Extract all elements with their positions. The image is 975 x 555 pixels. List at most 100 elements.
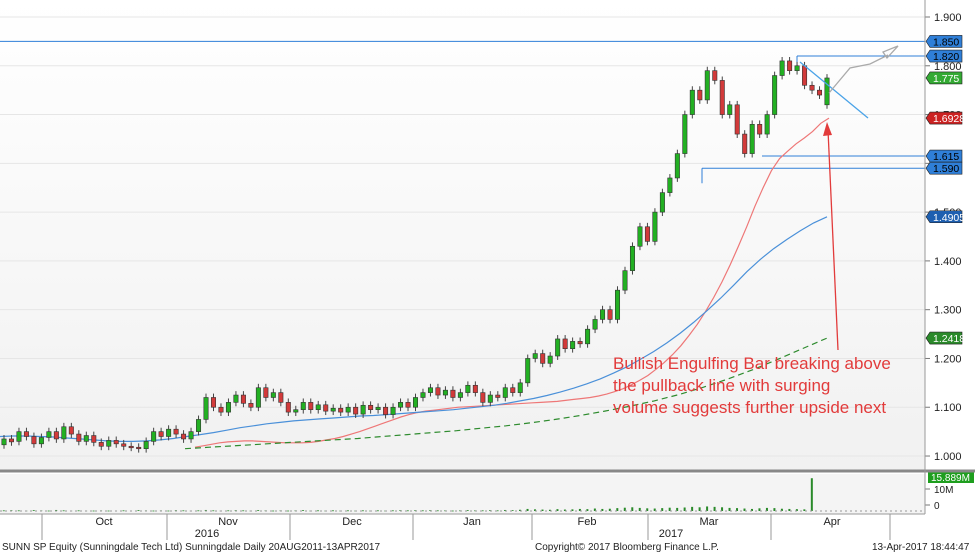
volume-bar: [2, 510, 5, 512]
candle-body: [629, 245, 635, 271]
volume-bar: [773, 508, 776, 511]
candle-body: [263, 387, 269, 398]
volume-bar: [519, 509, 522, 511]
candle-body: [644, 226, 650, 242]
annotation-line: Bullish Engulfing Bar breaking above: [613, 354, 891, 373]
candle-body: [338, 407, 344, 413]
volume-bar: [661, 508, 664, 511]
tick-label: 1.100: [934, 402, 962, 414]
candle-body: [697, 89, 703, 101]
candle-body: [764, 114, 770, 135]
price-tag-label: 1.775: [933, 73, 959, 85]
volume-bar: [227, 510, 230, 512]
candle-body: [749, 124, 755, 154]
annotation-arrow: [827, 129, 839, 351]
candle-body: [91, 435, 97, 443]
price-tag-label: 1.6928: [933, 113, 965, 125]
volume-tick-label: 0: [934, 501, 940, 512]
candle-body: [8, 438, 14, 443]
volume-bar: [137, 510, 140, 511]
tick-label: 1.200: [934, 353, 962, 365]
ema-medium-line: [0, 216, 828, 442]
candle-body: [345, 406, 351, 413]
candle-body: [151, 431, 157, 442]
ema-long-line: [184, 337, 828, 450]
candle-body: [136, 446, 142, 450]
footer-timestamp: 13-Apr-2017 18:44:47: [872, 542, 970, 553]
volume-tag-label: 15.889M: [931, 473, 970, 484]
volume-bar: [601, 508, 604, 511]
candle-body: [158, 431, 164, 437]
candle-body: [667, 177, 673, 193]
volume-bar: [556, 509, 559, 511]
volume-bar: [504, 509, 507, 511]
candle-body: [38, 437, 44, 445]
candle-body: [285, 402, 291, 413]
candle-body: [734, 104, 740, 135]
tick-label: 1.400: [934, 256, 962, 268]
candle-body: [173, 428, 179, 435]
candle-body: [240, 394, 246, 404]
candle-body: [323, 404, 329, 412]
candle-body: [181, 433, 187, 440]
volume-bar: [167, 510, 170, 512]
volume-bar: [810, 478, 813, 511]
volume-bar: [750, 508, 753, 511]
trend-drawings: [799, 45, 899, 351]
price-tag-bg: [925, 331, 963, 345]
tick-label: 1.900: [934, 12, 962, 24]
candle-body: [1, 438, 7, 446]
candle-body: [143, 441, 149, 450]
volume-bar: [541, 509, 544, 511]
footer-security: SUNN SP Equity (Sunningdale Tech Ltd) Su…: [2, 542, 381, 553]
volume-bar: [391, 510, 394, 512]
candle-body: [562, 338, 568, 350]
volume-bar: [257, 510, 260, 511]
price-tag-bg: [925, 149, 963, 163]
volume-bar: [631, 507, 634, 511]
candle-body: [128, 445, 134, 449]
volume-bar: [511, 510, 514, 511]
annotation-line: the pullback line with surging: [613, 376, 830, 395]
candle-body: [502, 387, 508, 398]
candle-body: [757, 124, 763, 135]
volume-bar: [728, 507, 731, 511]
volume-bar: [152, 510, 155, 512]
price-tag-label: 1.590: [933, 163, 959, 175]
candle-body: [495, 394, 501, 398]
volume-bar: [638, 507, 641, 511]
volume-bar: [287, 510, 290, 512]
volume-bar: [534, 509, 537, 511]
candle-body: [727, 104, 733, 115]
candle-body: [637, 226, 643, 247]
footer-copyright: Copyright© 2017 Bloomberg Finance L.P.: [535, 542, 719, 553]
candle-body: [68, 426, 74, 435]
candle-body: [166, 428, 172, 437]
volume-bar: [317, 510, 320, 512]
candle-body: [398, 402, 404, 408]
price-tag-bg: [925, 210, 963, 224]
volume-bar: [406, 510, 409, 512]
volume-bar: [466, 510, 469, 511]
candle-body: [248, 403, 254, 408]
candle-body: [233, 394, 239, 403]
volume-bar: [683, 507, 686, 511]
candle-body: [16, 431, 22, 442]
candle-body: [802, 65, 808, 86]
volume-bar: [55, 509, 58, 511]
volume-tag-bg: [928, 471, 974, 483]
candle-body: [547, 355, 553, 364]
volume-bar: [698, 507, 701, 511]
volume-bar: [743, 508, 746, 511]
volume-bar: [646, 508, 649, 511]
volume-bar: [32, 510, 35, 511]
volume-bar: [803, 509, 806, 511]
candle-body: [121, 443, 127, 447]
candle-body: [794, 65, 800, 71]
volume-bar: [758, 508, 761, 511]
volume-bar: [302, 510, 305, 511]
ema-short-line: [194, 117, 830, 448]
